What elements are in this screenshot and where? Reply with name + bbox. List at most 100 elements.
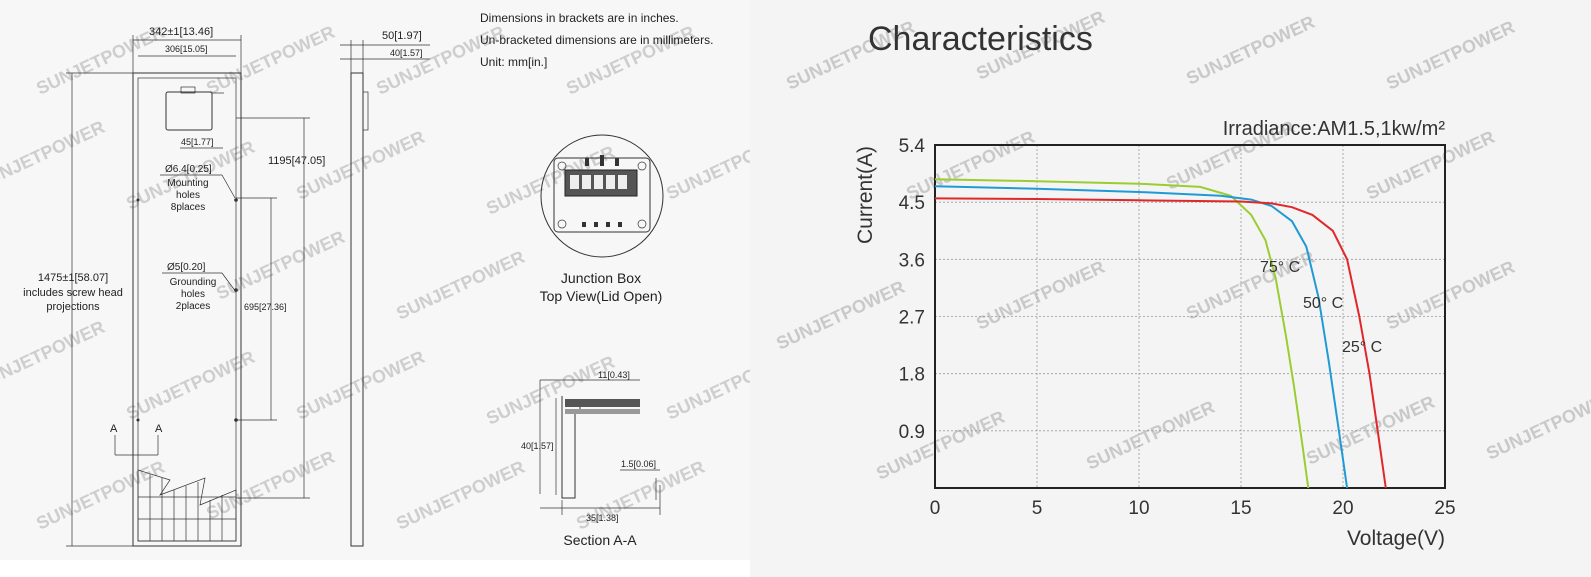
height-label-line3: projections bbox=[46, 301, 100, 313]
watermark-text: SUNJETPOWER bbox=[33, 22, 167, 99]
y-tick-label: 0.9 bbox=[899, 422, 925, 443]
x-axis-label: Voltage(V) bbox=[1347, 527, 1445, 550]
height-dimension: 1475±1[58.07] includes screw head projec… bbox=[23, 72, 133, 547]
characteristics-title: Characteristics bbox=[868, 20, 1093, 58]
junction-box-tab bbox=[180, 86, 196, 94]
x-tick-label: 10 bbox=[1128, 498, 1149, 519]
section-height-dim: 40[1.57] bbox=[521, 441, 554, 451]
junction-box-outline bbox=[165, 91, 213, 131]
inner-width-label: 306[15.05] bbox=[165, 44, 208, 54]
mounting-hole-size: Ø6.4[0.25] bbox=[165, 164, 212, 175]
series-line-1 bbox=[934, 178, 1310, 489]
side-jbox bbox=[362, 91, 369, 131]
grounding-hole-line4: 2places bbox=[176, 301, 210, 312]
watermark-text: SUNJETPOWER bbox=[1383, 17, 1517, 94]
panel-side-view: 50[1.97] 40[1.57] bbox=[340, 30, 430, 547]
watermark-text: SUNJETPOWER bbox=[1483, 387, 1591, 464]
grounding-hole-size: Ø5[0.20] bbox=[167, 262, 206, 273]
x-tick-label: 15 bbox=[1230, 498, 1251, 519]
chart-title: Irradiance:AM1.5,1kw/m² bbox=[1223, 118, 1446, 140]
hole-spacing-long: 1195[47.05] bbox=[236, 117, 325, 499]
depth-outer-label: 50[1.97] bbox=[382, 30, 422, 42]
section-top-dim: 11[0.43] bbox=[598, 370, 630, 380]
watermark-text: SUNJETPOWER bbox=[1183, 12, 1317, 89]
width-dimension: 342±1[13.46] 306[15.05] bbox=[132, 26, 242, 73]
side-profile bbox=[350, 72, 364, 547]
watermark-text: SUNJETPOWER bbox=[393, 247, 527, 324]
watermark-group-right: SUNJETPOWER SUNJETPOWER SUNJETPOWER SUNJ… bbox=[773, 7, 1591, 484]
jbox-offset-label: 45[1.77] bbox=[181, 137, 214, 147]
series-label-3: 25° C bbox=[1342, 339, 1382, 356]
section-thickness-dim: 1.5[0.06] bbox=[621, 459, 656, 469]
watermark-text: SUNJETPOWER bbox=[123, 347, 257, 424]
series-labels: 75° C 50° C 25° C bbox=[1260, 259, 1382, 356]
plot-frame bbox=[934, 144, 1446, 489]
x-tick-label: 20 bbox=[1332, 498, 1353, 519]
y-tick-label: 2.7 bbox=[899, 308, 925, 329]
chart-ticks: 0 5 10 15 20 25 0.9 1.8 2.7 3.6 4.5 5.4 bbox=[899, 136, 1456, 519]
mounting-hole-line2: Mounting bbox=[167, 178, 208, 189]
y-tick-label: 1.8 bbox=[899, 365, 925, 386]
watermark-text: SUNJETPOWER bbox=[203, 447, 337, 524]
watermark-text: SUNJETPOWER bbox=[393, 457, 527, 534]
section-marker-right: A bbox=[155, 423, 163, 435]
mounting-hole-line3: holes bbox=[176, 190, 200, 201]
iv-characteristics-chart: SUNJETPOWER SUNJETPOWER SUNJETPOWER SUNJ… bbox=[773, 7, 1591, 550]
watermark-text: SUNJETPOWER bbox=[973, 257, 1107, 334]
mounting-hole-line4: 8places bbox=[171, 202, 205, 213]
y-tick-label: 3.6 bbox=[899, 250, 925, 271]
watermark-text: SUNJETPOWER bbox=[293, 347, 427, 424]
height-label-line1: 1475±1[58.07] bbox=[38, 272, 108, 284]
section-caption: Section A-A bbox=[563, 532, 637, 548]
series-label-2: 50° C bbox=[1303, 295, 1343, 312]
note-line-3: Unit: mm[in.] bbox=[480, 55, 547, 69]
watermark-text: SUNJETPOWER bbox=[663, 127, 750, 204]
depth-inner-label: 40[1.57] bbox=[390, 48, 423, 58]
y-tick-label: 5.4 bbox=[899, 136, 926, 157]
series-label-1: 75° C bbox=[1260, 259, 1300, 276]
y-axis-label: Current(A) bbox=[854, 146, 877, 244]
grounding-hole-line2: Grounding bbox=[170, 277, 217, 288]
watermark-text: SUNJETPOWER bbox=[0, 317, 108, 394]
hole-spacing-short: 695[27.36] bbox=[236, 197, 287, 421]
junction-box-view: Junction Box Top View(Lid Open) bbox=[540, 134, 664, 304]
watermark-text: SUNJETPOWER bbox=[0, 117, 108, 194]
note-line-2: Un-bracketed dimensions are in millimete… bbox=[480, 33, 713, 47]
watermark-text: SUNJETPOWER bbox=[873, 407, 1007, 484]
watermark-text: SUNJETPOWER bbox=[663, 347, 750, 424]
y-tick-label: 4.5 bbox=[899, 193, 925, 214]
overall-width-label: 342±1[13.46] bbox=[149, 26, 213, 38]
junction-box-circle bbox=[540, 134, 664, 258]
section-a-a: 11[0.43] 40[1.57] 1.5[0.06] 35[1.38] Sec… bbox=[521, 370, 661, 548]
mechanical-drawing: SUNJETPOWER SUNJETPOWER SUNJETPOWER SUNJ… bbox=[0, 11, 798, 548]
watermark-text: SUNJETPOWER bbox=[773, 277, 907, 354]
chart-series bbox=[934, 178, 1387, 489]
x-tick-label: 25 bbox=[1434, 498, 1455, 519]
watermark-text: SUNJETPOWER bbox=[203, 22, 337, 99]
watermark-text: SUNJETPOWER bbox=[33, 457, 167, 534]
watermark-text: SUNJETPOWER bbox=[1303, 392, 1437, 469]
dimension-notes: Dimensions in brackets are in inches. Un… bbox=[480, 11, 713, 69]
junction-box-caption-line2: Top View(Lid Open) bbox=[540, 288, 663, 304]
cell-hatch bbox=[137, 469, 237, 542]
hole-spacing-short-label: 695[27.36] bbox=[244, 302, 287, 312]
characteristics-panel: SUNJETPOWER SUNJETPOWER SUNJETPOWER SUNJ… bbox=[750, 0, 1591, 577]
x-tick-label: 0 bbox=[930, 498, 941, 519]
grounding-holes-callout: Ø5[0.20] Grounding holes 2places bbox=[162, 262, 237, 312]
hole-spacing-long-label: 1195[47.05] bbox=[268, 155, 325, 167]
junction-box-caption-line1: Junction Box bbox=[561, 270, 641, 286]
height-label-line2: includes screw head bbox=[23, 287, 123, 299]
mounting-holes-callout: Ø6.4[0.25] Mounting holes 8places bbox=[160, 164, 236, 213]
section-width-dim: 35[1.38] bbox=[586, 513, 619, 523]
note-line-1: Dimensions in brackets are in inches. bbox=[480, 11, 679, 25]
x-tick-label: 5 bbox=[1032, 498, 1043, 519]
panel-outline bbox=[132, 72, 242, 547]
watermark-text: SUNJETPOWER bbox=[213, 227, 347, 304]
series-line-2 bbox=[934, 185, 1349, 489]
watermark-text: SUNJETPOWER bbox=[483, 352, 617, 429]
mechanical-drawing-panel: SUNJETPOWER SUNJETPOWER SUNJETPOWER SUNJ… bbox=[0, 0, 798, 560]
watermark-text: SUNJETPOWER bbox=[1383, 257, 1517, 334]
grounding-hole-line3: holes bbox=[181, 289, 205, 300]
series-line-3 bbox=[934, 197, 1387, 489]
